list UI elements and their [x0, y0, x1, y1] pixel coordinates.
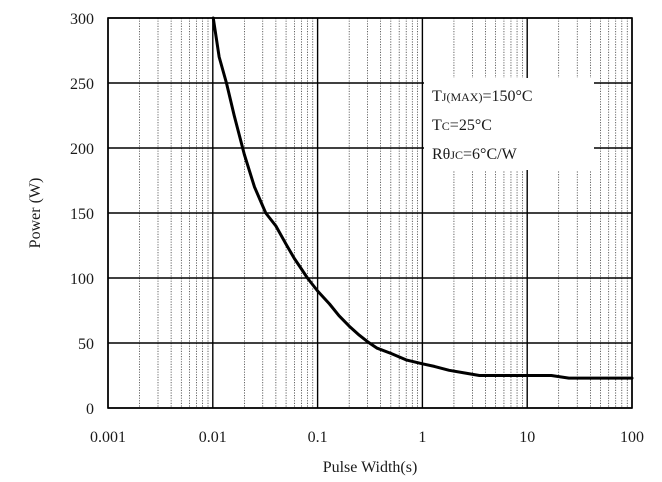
y-tick-label: 200: [70, 141, 94, 158]
conditions-annotation-background: [424, 78, 594, 170]
conditions-line-tj: TJ(MAX)=150°C: [432, 88, 533, 105]
x-tick-label: 100: [620, 429, 644, 446]
x-tick-label: 10: [519, 429, 535, 446]
conditions-annotation: TJ(MAX)=150°C TC=25°C RθJC=6°C/W: [424, 78, 594, 170]
plot-frame: [107, 17, 633, 409]
series-layer: [211, 16, 634, 380]
conditions-line-rth: RθJC=6°C/W: [432, 146, 518, 163]
y-tick-label: 250: [70, 76, 94, 93]
y-tick-label: 300: [70, 11, 94, 28]
x-tick-label: 0.01: [199, 429, 227, 446]
x-tick-label: 0.001: [90, 429, 126, 446]
power-curve: [211, 16, 634, 380]
x-tick-label: 0.1: [308, 429, 328, 446]
y-tick-label: 50: [78, 336, 94, 353]
y-tick-labels: 0 50 100 150 200 250 300: [70, 11, 94, 418]
x-tick-labels: 0.001 0.01 0.1 1 10 100: [90, 429, 644, 446]
y-tick-label: 0: [86, 401, 94, 418]
y-tick-label: 150: [70, 206, 94, 223]
x-tick-label: 1: [418, 429, 426, 446]
x-axis-label: Pulse Width(s): [323, 459, 418, 476]
y-tick-label: 100: [70, 271, 94, 288]
conditions-line-tc: TC=25°C: [432, 117, 492, 134]
y-axis-label: Power (W): [27, 178, 44, 249]
